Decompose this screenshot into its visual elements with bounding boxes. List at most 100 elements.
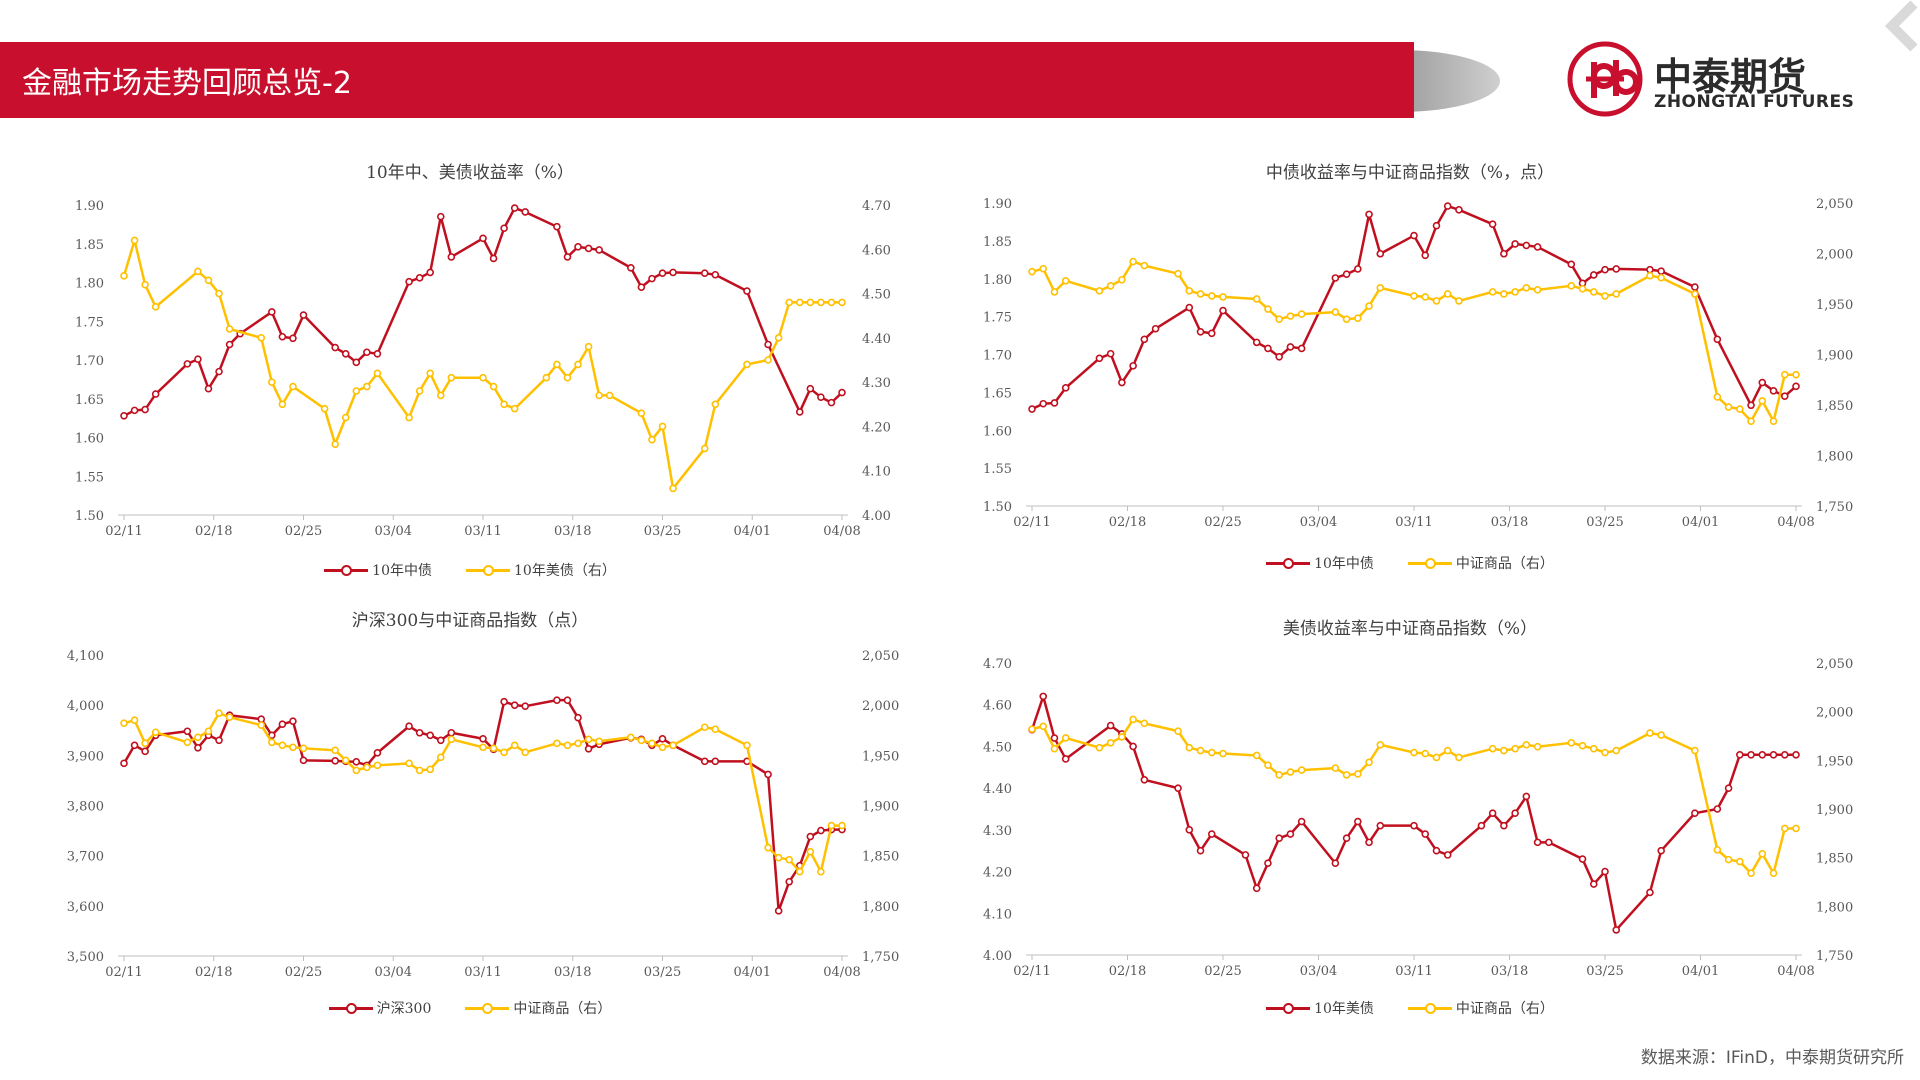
chart-plot: 1.50 1.55 1.60 1.65 1.70 1.75 1.80 1.85 1.90 4.00… <box>75 199 891 539</box>
data-point <box>1196 846 1205 855</box>
data-point <box>215 736 223 745</box>
y-right-tick-label: 4.00 <box>862 509 891 524</box>
data-point <box>658 734 667 743</box>
data-point <box>436 391 445 400</box>
data-point <box>415 728 424 737</box>
data-point <box>1612 746 1621 755</box>
data-point <box>1691 809 1699 817</box>
data-point <box>405 722 413 731</box>
data-point <box>500 748 508 757</box>
data-point <box>447 728 456 737</box>
x-tick-label: 02/11 <box>105 965 142 980</box>
data-point <box>1646 265 1654 274</box>
data-point <box>542 373 551 382</box>
data-point <box>120 411 128 420</box>
data-point <box>1095 743 1104 752</box>
source-note: 数据来源：IFinD，中泰期货研究所 <box>1640 1048 1904 1068</box>
data-point <box>447 735 456 744</box>
data-point <box>1488 744 1497 753</box>
data-point <box>1252 295 1261 303</box>
data-point <box>1354 265 1362 273</box>
data-point <box>257 715 266 724</box>
data-point <box>1657 267 1665 275</box>
data-point <box>1691 290 1699 298</box>
y-left-tick-label: 1.85 <box>75 238 104 253</box>
data-point <box>1140 776 1149 784</box>
data-point <box>1219 293 1227 301</box>
data-point <box>1207 329 1216 338</box>
data-point <box>1106 739 1115 747</box>
data-point <box>1196 290 1205 298</box>
legend-swatch <box>1266 1002 1311 1014</box>
chart-legend: 沪深300 中证商品（右） <box>40 998 900 1018</box>
data-point <box>1185 826 1194 834</box>
x-tick-label: 02/18 <box>195 524 232 539</box>
data-point <box>130 236 139 245</box>
data-point <box>1174 727 1182 735</box>
x-tick-label: 03/04 <box>375 524 412 539</box>
y-left-tick-label: 4.70 <box>983 657 1012 672</box>
data-point <box>141 405 149 414</box>
x-tick-label: 03/18 <box>1491 964 1528 979</box>
data-point <box>120 759 128 768</box>
data-point <box>1747 417 1755 425</box>
x-tick-label: 03/25 <box>1586 964 1623 979</box>
y-right-tick-label: 2,000 <box>1816 248 1853 263</box>
data-point <box>130 716 139 725</box>
data-point <box>1792 824 1800 833</box>
data-point <box>1780 370 1789 379</box>
data-point <box>1331 859 1340 868</box>
data-point <box>1612 926 1621 934</box>
data-point <box>1443 746 1452 755</box>
x-tick-label: 03/04 <box>1300 515 1337 530</box>
data-point <box>1410 821 1418 830</box>
data-point <box>521 702 530 710</box>
data-point <box>785 855 794 864</box>
data-point <box>1736 750 1744 759</box>
data-point <box>1264 344 1272 353</box>
x-tick-label: 02/11 <box>1013 964 1050 979</box>
data-point <box>363 382 371 391</box>
data-point <box>1432 221 1441 230</box>
data-point <box>1758 750 1767 759</box>
data-point <box>405 413 413 422</box>
data-point <box>1601 265 1609 274</box>
data-point <box>838 388 846 397</box>
data-point <box>1275 315 1283 323</box>
y-right-tick-label: 1,800 <box>1816 900 1853 915</box>
y-right-tick-label: 1,950 <box>1816 298 1853 313</box>
data-point <box>637 283 646 291</box>
data-point <box>331 343 339 352</box>
data-point <box>510 701 519 709</box>
data-point <box>700 757 709 766</box>
data-point <box>1646 729 1654 737</box>
data-point <box>1769 387 1778 395</box>
data-point <box>1252 338 1261 347</box>
data-point <box>764 770 772 779</box>
data-point <box>827 398 836 407</box>
data-point <box>1747 869 1755 878</box>
data-point <box>1061 384 1070 392</box>
data-point <box>817 393 825 401</box>
data-point <box>1500 821 1508 830</box>
data-point <box>553 222 561 231</box>
y-right-tick-label: 1,750 <box>1816 500 1853 515</box>
data-point <box>278 741 287 750</box>
data-point <box>595 246 603 254</box>
data-point <box>795 867 804 876</box>
data-point <box>700 723 709 732</box>
data-point <box>764 843 772 852</box>
chart-cn-yield-commodity: 中债收益率与中证商品指数（%，点） 1.50 1.55 1.60 1.65 1.70 1.… <box>960 150 1860 580</box>
data-point <box>1589 744 1598 753</box>
data-point <box>1691 283 1699 291</box>
series-line <box>1031 260 1796 423</box>
data-point <box>1207 830 1216 838</box>
data-point <box>510 741 519 750</box>
data-point <box>1185 743 1194 752</box>
x-tick-label: 02/11 <box>105 524 142 539</box>
data-point <box>574 243 582 251</box>
y-left-tick-label: 3,600 <box>67 900 104 915</box>
data-point <box>838 298 846 307</box>
data-point <box>120 272 128 280</box>
y-right-tick-label: 1,750 <box>862 950 899 965</box>
